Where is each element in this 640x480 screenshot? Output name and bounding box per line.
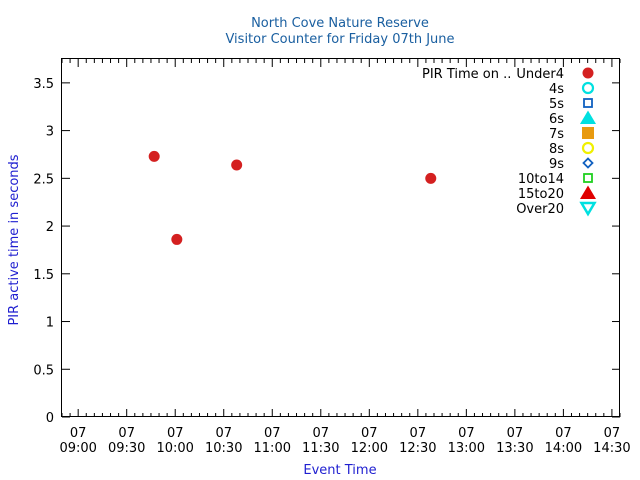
data-point — [148, 150, 160, 162]
x-axis: 0709:000709:300710:000710:300711:000711:… — [59, 59, 631, 456]
x-tick-time-label: 09:30 — [108, 441, 145, 456]
legend-label: 15to20 — [518, 187, 564, 202]
x-tick-time-label: 11:00 — [254, 441, 291, 456]
legend-marker — [581, 81, 595, 95]
x-tick-day-label: 07 — [215, 426, 232, 441]
x-tick-time-label: 10:00 — [156, 441, 193, 456]
x-tick-day-label: 07 — [264, 426, 281, 441]
x-tick-day-label: 07 — [604, 426, 621, 441]
data-point — [171, 233, 183, 245]
legend-label: 5s — [549, 97, 564, 112]
x-tick-time-label: 14:30 — [593, 441, 630, 456]
plot-area-border — [61, 58, 620, 417]
x-tick-time-label: 14:00 — [545, 441, 582, 456]
chart-subtitle: Visitor Counter for Friday 07th June — [225, 32, 454, 47]
legend-label: 8s — [549, 142, 564, 157]
legend-marker — [583, 98, 593, 108]
legend-title: PIR Time on .. — [422, 67, 511, 82]
x-tick-day-label: 07 — [458, 426, 475, 441]
x-tick-day-label: 07 — [70, 426, 87, 441]
chart-title: North Cove Nature Reserve — [251, 16, 429, 31]
legend-label: 6s — [549, 112, 564, 127]
legend-marker — [580, 185, 596, 199]
y-tick-label: 0.5 — [33, 363, 54, 378]
x-tick-time-label: 12:30 — [399, 441, 436, 456]
legend-marker — [580, 110, 596, 124]
x-tick-time-label: 13:00 — [448, 441, 485, 456]
legend-label: 7s — [549, 127, 564, 142]
legend-label: 9s — [549, 157, 564, 172]
legend-marker — [582, 67, 594, 79]
data-points — [148, 150, 437, 245]
legend-marker — [582, 157, 594, 169]
legend-marker — [582, 127, 594, 139]
x-tick-time-label: 13:30 — [496, 441, 533, 456]
x-tick-time-label: 09:00 — [59, 441, 96, 456]
y-tick-label: 2 — [46, 220, 54, 235]
x-tick-day-label: 07 — [555, 426, 572, 441]
data-point — [425, 172, 437, 184]
y-tick-label: 0 — [46, 411, 54, 426]
y-tick-label: 1.5 — [33, 268, 54, 283]
x-tick-time-label: 10:30 — [205, 441, 242, 456]
x-tick-day-label: 07 — [167, 426, 184, 441]
legend-label: 4s — [549, 82, 564, 97]
x-tick-day-label: 07 — [410, 426, 427, 441]
y-axis: 0 0.5 1 1.5 2 2.5 3 3.5 — [33, 77, 620, 426]
x-axis-label: Event Time — [303, 463, 376, 478]
legend-label: 10to14 — [518, 172, 564, 187]
y-axis-label: PIR active time in seconds — [7, 154, 22, 325]
legend-label: Over20 — [516, 202, 564, 217]
x-tick-time-label: 11:30 — [302, 441, 339, 456]
y-tick-label: 3 — [46, 125, 54, 140]
x-tick-time-label: 12:00 — [351, 441, 388, 456]
y-tick-label: 3.5 — [33, 77, 54, 92]
data-point — [231, 159, 243, 171]
legend-label: Under4 — [516, 67, 564, 82]
legend-marker — [579, 201, 597, 217]
x-tick-day-label: 07 — [507, 426, 524, 441]
y-tick-label: 1 — [46, 316, 54, 331]
x-tick-day-label: 07 — [313, 426, 330, 441]
y-tick-label: 2.5 — [33, 172, 54, 187]
legend-marker — [583, 173, 593, 183]
x-tick-day-label: 07 — [118, 426, 135, 441]
x-tick-day-label: 07 — [361, 426, 378, 441]
legend-marker — [581, 141, 595, 155]
